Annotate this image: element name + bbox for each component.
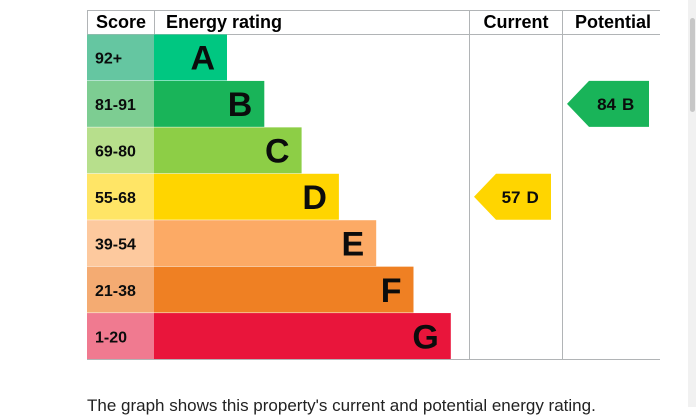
- band-b: 81-91 B: [87, 80, 265, 127]
- potential-rating-letter: B: [622, 95, 634, 114]
- band-letter: E: [342, 225, 365, 263]
- band-bar-c: [154, 127, 302, 174]
- chart-header: Score Energy rating Current Potential: [96, 12, 651, 32]
- score-range-label: 21-38: [95, 283, 136, 300]
- rating-indicators: 57 D 84 B: [474, 80, 649, 220]
- score-range-label: 92+: [95, 51, 122, 68]
- band-bar-f: [154, 266, 414, 313]
- header-energy-rating: Energy rating: [166, 12, 282, 32]
- band-g: 1-20 G: [87, 313, 451, 359]
- band-letter: D: [302, 179, 327, 217]
- band-letter: G: [412, 318, 438, 356]
- band-letter: C: [265, 133, 290, 171]
- current-rating-arrow: [474, 173, 551, 220]
- score-range-label: 55-68: [95, 190, 136, 207]
- band-bar-e: [154, 220, 377, 267]
- current-rating-value: 57: [502, 188, 521, 207]
- header-current: Current: [483, 12, 548, 32]
- current-rating-letter: D: [527, 188, 539, 207]
- band-d: 55-68 D: [87, 173, 339, 220]
- band-c: 69-80 C: [87, 127, 302, 174]
- score-range-label: 81-91: [95, 97, 136, 114]
- score-range-label: 69-80: [95, 144, 136, 161]
- rating-bands: 92+ A 81-91 B 69-80 C 55-68 D 39-54 E 21-38 F 1-20 G: [87, 34, 451, 359]
- epc-chart: Score Energy rating Current Potential 92…: [87, 10, 660, 360]
- band-bar-b: [154, 80, 265, 127]
- potential-rating-value: 84: [597, 95, 616, 114]
- header-potential: Potential: [575, 12, 651, 32]
- score-range-label: 39-54: [95, 236, 136, 253]
- page-scrollbar[interactable]: [688, 0, 696, 407]
- band-f: 21-38 F: [87, 266, 414, 313]
- band-letter: A: [190, 40, 215, 78]
- potential-rating: 84 B: [567, 80, 649, 127]
- potential-rating-arrow: [567, 80, 649, 127]
- score-cell-f: [87, 266, 154, 313]
- score-cell-b: [87, 80, 154, 127]
- band-e: 39-54 E: [87, 220, 377, 267]
- score-cell-g: [87, 313, 154, 359]
- band-bar-a: [154, 34, 227, 81]
- band-bar-g: [154, 313, 451, 359]
- score-cell-e: [87, 220, 154, 267]
- score-range-label: 1-20: [95, 329, 127, 346]
- score-cell-d: [87, 173, 154, 220]
- band-letter: B: [228, 86, 253, 124]
- current-rating: 57 D: [474, 173, 551, 220]
- band-a: 92+ A: [87, 34, 227, 81]
- score-cell-c: [87, 127, 154, 174]
- scrollbar-thumb[interactable]: [690, 18, 695, 112]
- band-letter: F: [381, 272, 402, 310]
- score-cell-a: [87, 34, 154, 81]
- band-bar-d: [154, 173, 339, 220]
- chart-caption: The graph shows this property's current …: [87, 396, 596, 415]
- header-score: Score: [96, 12, 146, 32]
